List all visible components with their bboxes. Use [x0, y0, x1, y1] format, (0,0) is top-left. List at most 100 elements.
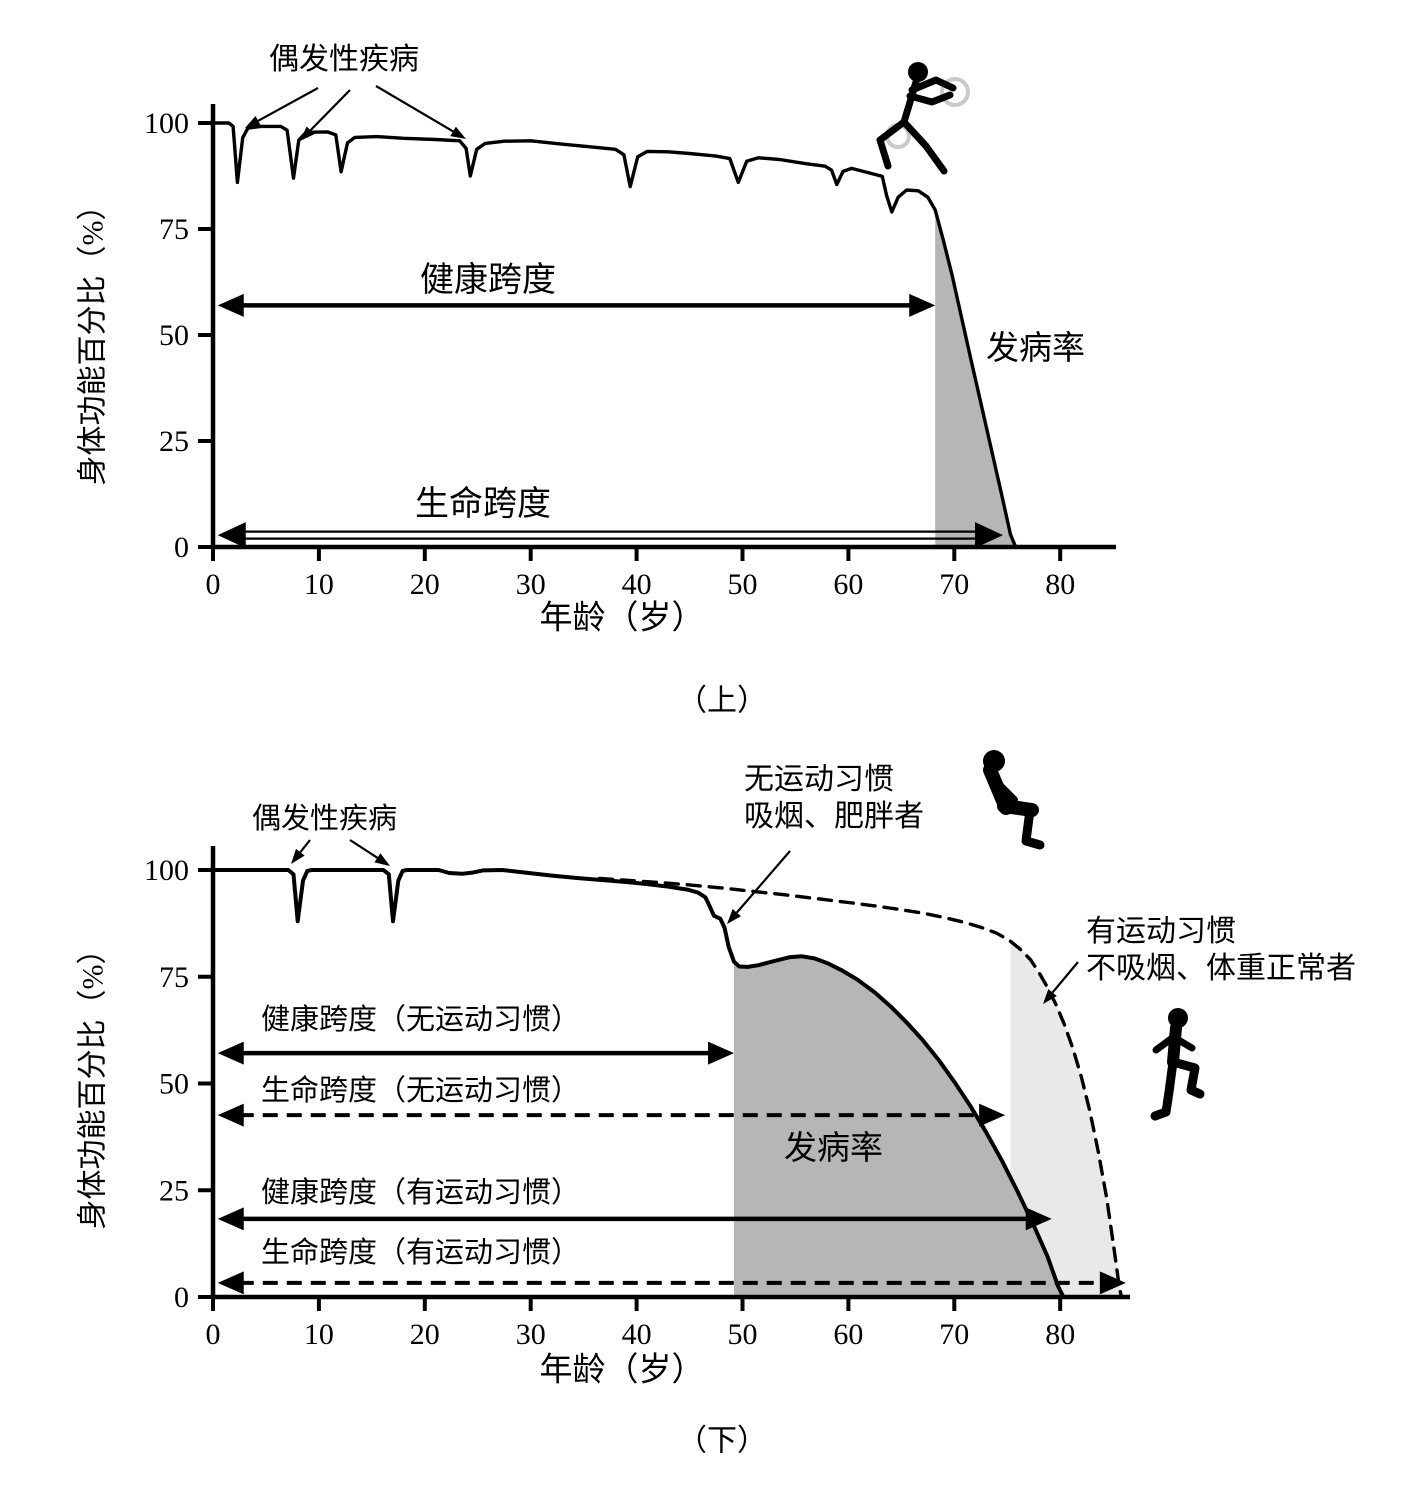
arrowhead-right: [708, 1041, 735, 1065]
top-incidental-disease-label: 偶发性疾病: [269, 43, 419, 76]
bottom-life-span-active-label: 生命跨度（有运动习惯）: [261, 1237, 581, 1269]
sitting-person-leg: [1021, 805, 1045, 850]
y-tick-label: 50: [159, 1068, 189, 1101]
y-tick-label: 75: [159, 213, 189, 246]
callout-arrowhead: [1043, 988, 1057, 1004]
top-chart-span-arrows: [217, 293, 1004, 549]
arrowhead-left: [217, 1103, 244, 1127]
arrowhead-right: [1025, 1207, 1052, 1231]
bottom-chart-curves: [211, 868, 1124, 1299]
callout-line: [349, 839, 379, 859]
y-tick-label: 75: [159, 961, 189, 994]
callout-line: [735, 850, 791, 914]
bottom-panel-label: （下）: [677, 1424, 767, 1458]
solid-function-curve: [211, 868, 1066, 1299]
x-tick-label: 60: [833, 568, 863, 601]
x-tick-label: 40: [622, 1318, 652, 1351]
x-tick-label: 10: [304, 1318, 334, 1351]
y-tick-label: 25: [159, 425, 189, 458]
runner-head: [908, 62, 928, 82]
span-arrow-solid-0: [217, 293, 936, 317]
callout-arrowhead: [727, 909, 741, 924]
arrowhead-right: [975, 522, 1004, 549]
callout-line: [309, 89, 351, 132]
top-x-axis-title: 年龄（岁）: [539, 600, 705, 637]
top-panel-label: （上）: [677, 684, 767, 718]
callout-line: [299, 839, 311, 853]
y-tick-label: 50: [159, 319, 189, 352]
solid-function-curve: [211, 121, 1018, 549]
arrowhead-left: [217, 1207, 244, 1231]
callout-line: [1051, 961, 1079, 994]
x-tick-label: 20: [410, 568, 440, 601]
top-chart-callout-arrows: [245, 85, 466, 141]
bottom-health-span-sedentary-label: 健康跨度（无运动习惯）: [261, 1004, 581, 1036]
sitting-person-arm: [992, 778, 1018, 804]
x-tick-label: 30: [516, 1318, 546, 1351]
runner-body: [876, 76, 957, 175]
arrowhead-left: [217, 293, 244, 317]
callout-line: [257, 87, 319, 122]
x-tick-label: 50: [728, 568, 758, 601]
dashed-function-curve: [597, 876, 1124, 1299]
y-tick-label: 100: [144, 107, 189, 140]
x-tick-label: 80: [1045, 1318, 1075, 1351]
bottom-morbidity-label: 发病率: [784, 1131, 883, 1167]
x-tick-label: 20: [410, 1318, 440, 1351]
callout-line: [375, 85, 454, 133]
arrowhead-left: [217, 1041, 244, 1065]
x-tick-label: 70: [939, 1318, 969, 1351]
arrowhead-left: [217, 522, 246, 549]
runner2-standing-leg: [1150, 1057, 1178, 1121]
callout-arrowhead: [450, 126, 466, 139]
x-tick-label: 60: [833, 1318, 863, 1351]
bottom-x-axis-title: 年龄（岁）: [539, 1352, 705, 1389]
bottom-life-span-sedentary-label: 生命跨度（无运动习惯）: [261, 1075, 581, 1107]
x-tick-label: 70: [939, 568, 969, 601]
span-arrow-solid-2: [217, 1207, 1052, 1231]
bottom-incidental-disease-label: 偶发性疾病: [252, 803, 398, 835]
y-tick-label: 0: [174, 531, 189, 564]
arrowhead-right: [979, 1103, 1006, 1127]
active-annotation-line1: 有运动习惯: [1086, 915, 1236, 948]
arrowhead-right: [1099, 1271, 1126, 1295]
runner2-arms: [1152, 1032, 1196, 1054]
span-arrow-solid-0: [217, 1041, 735, 1065]
top-y-axis-title: 身体功能百分比（%）: [76, 190, 110, 486]
region-active-extra-years: [1010, 941, 1122, 1297]
bottom-chart-span-arrows: [217, 1041, 1126, 1295]
sitting-person-icon: [983, 750, 1045, 850]
x-tick-label: 30: [516, 568, 546, 601]
top-health-span-label: 健康跨度: [420, 261, 556, 299]
callout-arrowhead: [245, 115, 261, 128]
x-tick-label: 10: [304, 568, 334, 601]
x-tick-label: 40: [622, 568, 652, 601]
span-arrow-dashed-3: [217, 1271, 1126, 1295]
bottom-y-axis-title: 身体功能百分比（%）: [76, 934, 110, 1230]
bottom-health-span-active-label: 健康跨度（有运动习惯）: [261, 1177, 581, 1209]
sedentary-annotation-line2: 吸烟、肥胖者: [744, 800, 924, 833]
y-tick-label: 25: [159, 1174, 189, 1207]
runner2-raised-leg: [1168, 1057, 1205, 1099]
x-tick-label: 50: [728, 1318, 758, 1351]
runner-silhouette-icon: [1150, 1008, 1205, 1121]
bottom-chart-axes: 0 10 20 30 40 50 60 70 80 100 75 50 25 0: [144, 846, 1130, 1351]
x-tick-label: 80: [1045, 568, 1075, 601]
arrowhead-left: [217, 1271, 244, 1295]
y-tick-label: 0: [174, 1281, 189, 1314]
callout-arrowhead: [374, 853, 390, 866]
callout-arrowhead: [291, 848, 305, 864]
motion-swirl-icon: [940, 77, 970, 107]
y-tick-label: 100: [144, 854, 189, 887]
span-arrow-hollow-1: [217, 522, 1004, 549]
bottom-chart-regions: [734, 941, 1122, 1297]
x-tick-label: 0: [206, 1318, 221, 1351]
top-morbidity-label: 发病率: [986, 331, 1085, 367]
x-tick-label: 0: [206, 568, 221, 601]
runner-stick-figure-icon: [876, 62, 970, 175]
region-morbidity: [734, 956, 1064, 1297]
active-annotation-line2: 不吸烟、体重正常者: [1086, 952, 1356, 985]
top-life-span-label: 生命跨度: [415, 485, 551, 523]
